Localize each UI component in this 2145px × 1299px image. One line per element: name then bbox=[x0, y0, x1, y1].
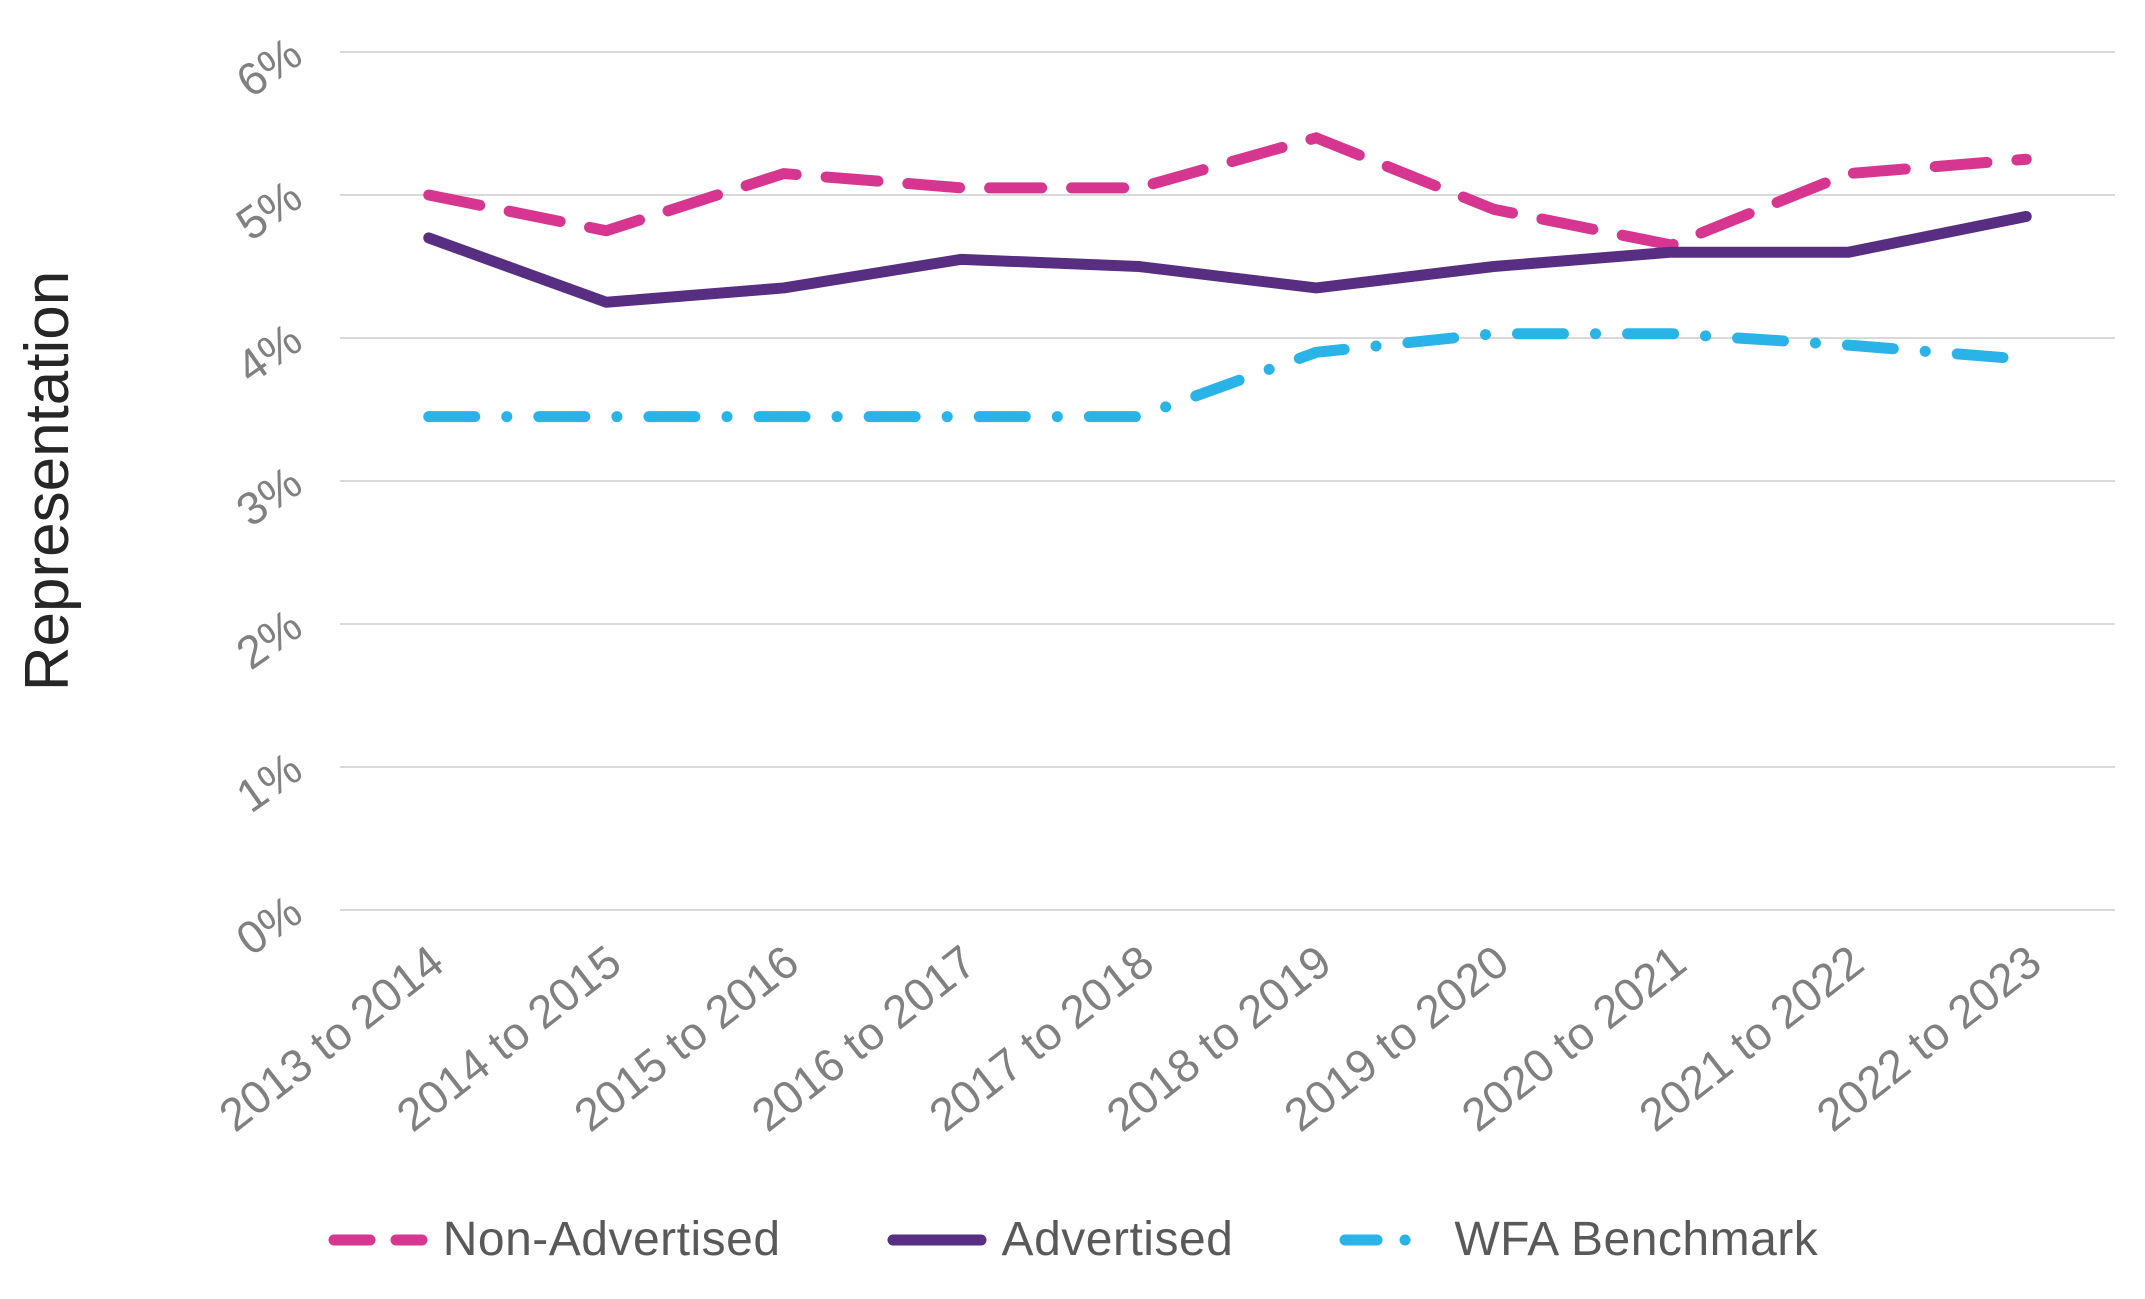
chart-legend: Non-Advertised Advertised WFA Benchmark bbox=[0, 1180, 2145, 1299]
legend-item-wfa-benchmark: WFA Benchmark bbox=[1338, 1212, 1818, 1267]
svg-text:1%: 1% bbox=[227, 742, 311, 823]
svg-text:5%: 5% bbox=[227, 170, 311, 251]
svg-text:4%: 4% bbox=[227, 313, 311, 394]
svg-text:Representation: Representation bbox=[13, 271, 82, 692]
svg-text:2%: 2% bbox=[227, 599, 311, 680]
svg-text:0%: 0% bbox=[227, 885, 311, 966]
legend-label-advertised: Advertised bbox=[1001, 1213, 1234, 1266]
legend-label-wfa-benchmark: WFA Benchmark bbox=[1454, 1213, 1819, 1266]
svg-text:6%: 6% bbox=[227, 27, 311, 108]
legend-item-non-advertised: Non-Advertised bbox=[327, 1212, 781, 1267]
non-advertised-line-swatch-icon bbox=[328, 1234, 428, 1245]
advertised-line-swatch-icon bbox=[887, 1234, 987, 1245]
wfa-benchmark-line-swatch-icon bbox=[1339, 1234, 1439, 1245]
legend-item-advertised: Advertised bbox=[886, 1212, 1234, 1267]
legend-label-non-advertised: Non-Advertised bbox=[442, 1213, 781, 1266]
svg-text:3%: 3% bbox=[227, 456, 311, 537]
